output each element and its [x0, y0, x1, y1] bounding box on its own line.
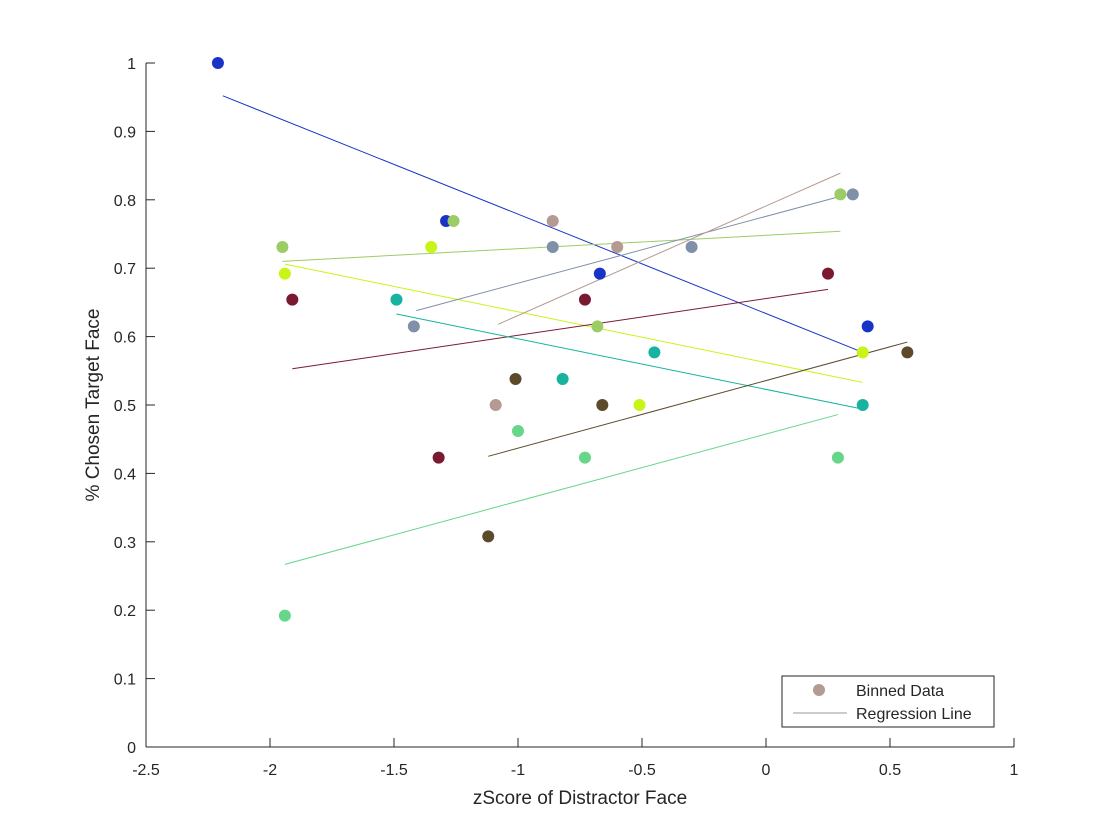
axes: -2.5 -2 -1.5 -1 -0.5 0 0.5 1 0 0.1 0.2 0.3 0.4 0.5 0.6…	[114, 56, 1019, 779]
regression-line-8	[488, 341, 908, 457]
data-point	[861, 320, 874, 333]
y-tick-label: 0.9	[114, 124, 136, 141]
legend-label-binned-data: Binned Data	[856, 683, 944, 700]
y-tick-label: 0.7	[114, 261, 136, 278]
legend-marker-binned-data	[813, 684, 825, 696]
y-tick-label: 0.3	[114, 535, 136, 552]
data-point	[211, 57, 224, 69]
x-axis-label: zScore of Distractor Face	[473, 788, 687, 809]
data-point	[834, 188, 847, 201]
data-point	[648, 346, 661, 359]
regression-line-6	[416, 192, 853, 312]
regression-line-9	[284, 414, 839, 565]
legend: Binned Data Regression Line	[781, 675, 995, 728]
data-point	[831, 451, 844, 464]
regression-line-3	[284, 263, 863, 383]
data-point	[407, 320, 420, 333]
data-point	[856, 346, 869, 359]
data-point	[846, 188, 859, 201]
y-tick-label: 0.2	[114, 603, 136, 620]
regression-line-1	[222, 95, 863, 353]
data-point	[482, 530, 495, 543]
y-tick-label: 0.8	[114, 193, 136, 210]
data-point	[432, 451, 445, 464]
y-tick-label: 0	[127, 740, 136, 757]
data-point	[633, 399, 646, 411]
x-tick-label: 0	[762, 762, 771, 779]
x-tick-label: -2	[263, 762, 277, 779]
data-point	[509, 373, 522, 386]
data-point	[278, 267, 291, 280]
data-point	[591, 320, 604, 333]
data-point	[512, 424, 524, 437]
x-tick-label: 1	[1010, 762, 1019, 779]
data-point	[611, 240, 624, 253]
x-tick-label: -1	[511, 762, 525, 779]
data-point	[276, 240, 289, 253]
data-point	[578, 293, 591, 306]
y-tick-label: 0.4	[114, 466, 136, 483]
data-point	[489, 399, 502, 411]
data-point	[546, 240, 559, 253]
data-point	[596, 399, 609, 411]
data-point	[447, 215, 460, 228]
data-point	[593, 267, 606, 280]
data-point	[286, 293, 299, 306]
regression-line-2	[282, 230, 841, 262]
regression-line-5	[396, 313, 863, 410]
data-point	[425, 240, 438, 253]
data-point	[685, 240, 698, 253]
y-tick-label: 1	[127, 56, 136, 73]
y-tick-label: 0.6	[114, 330, 136, 347]
x-tick-label: 0.5	[879, 762, 901, 779]
y-tick-label: 0.5	[114, 398, 136, 415]
x-tick-label: -1.5	[380, 762, 408, 779]
legend-label-regression-line: Regression Line	[856, 706, 972, 723]
regression-line-7	[497, 172, 841, 325]
data-point	[822, 267, 834, 280]
regression-line-4	[292, 288, 829, 370]
data-points	[211, 57, 914, 622]
data-point	[390, 293, 403, 306]
x-tick-label: -0.5	[628, 762, 656, 779]
y-axis-label: % Chosen Target Face	[83, 309, 104, 502]
regression-lines	[222, 95, 908, 565]
data-point	[556, 373, 569, 386]
data-point	[578, 451, 591, 464]
data-point	[546, 215, 559, 228]
data-point	[856, 399, 869, 411]
data-point	[278, 609, 291, 622]
data-point	[901, 346, 914, 359]
x-tick-label: -2.5	[132, 762, 160, 779]
y-tick-label: 0.1	[114, 672, 136, 689]
